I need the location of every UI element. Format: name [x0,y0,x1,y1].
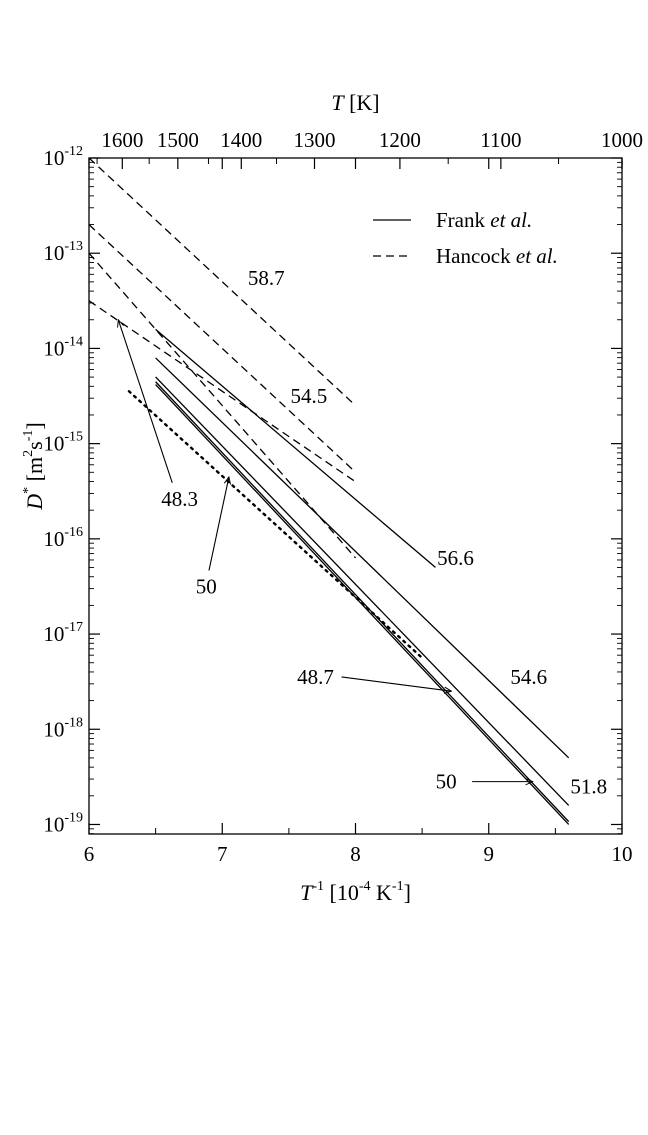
annotation-label-5: 51.8 [570,774,607,798]
legend-name: Frank [436,208,490,232]
x-tick-label: 7 [217,842,228,866]
x-axis-unit-sup: -1 [392,879,404,894]
annotation-label-2: 54.5 [290,384,327,408]
y-tick-label: 10-12 [43,144,83,170]
top-tick-label: 1500 [157,128,199,152]
y-tick-label: 10-18 [43,715,83,741]
top-tick-label: 1000 [601,128,643,152]
y-tick-base: 10 [43,241,64,265]
y-tick-exponent: -13 [64,239,83,254]
x-axis-unit-sup: -4 [359,879,371,894]
top-tick-label: 1400 [220,128,262,152]
legend-suffix: et al. [516,244,558,268]
x-axis-sup: -1 [312,879,324,894]
series-line-2-dashed [88,224,356,473]
annotation-label-7: 50 [196,574,217,598]
series-line-5-solid [155,328,436,568]
axis-labels: T [K]T-1 [10-4 K-1]D* [m2s-1] [21,90,411,905]
top-tick-label: 1300 [294,128,336,152]
y-tick-base: 10 [43,527,64,551]
y-tick-label: 10-16 [43,525,83,551]
y-tick-exponent: -19 [64,810,83,825]
annotation-arrow-7 [208,477,229,571]
x-tick-label: 8 [350,842,361,866]
series-line-7-solid [155,376,570,806]
series-line-6-solid [155,357,570,759]
legend-label: Frank et al. [436,208,532,232]
y-axis-unit-close: ] [22,422,47,429]
series-line-1-dashed [88,157,356,407]
legend-label: Hancock et al. [436,244,558,268]
series-layer [88,157,570,825]
y-tick-base: 10 [43,432,64,456]
annotation-label-8: 48.7 [297,665,334,689]
top-tick-label: 1200 [379,128,421,152]
series-line-3-dashed [88,252,356,559]
y-tick-label: 10-17 [43,620,83,646]
legend-name: Hancock [436,244,516,268]
x-tick-label: 6 [84,842,95,866]
annotation-label-6: 48.3 [161,487,198,511]
annotation-label-9: 50 [436,770,457,794]
series-line-8-solid [155,381,570,823]
y-tick-base: 10 [43,717,64,741]
annotation-label-3: 56.6 [437,546,474,570]
x-axis-label: T-1 [10-4 K-1] [300,879,411,905]
annotation-layer: 58.7 54.5 56.6 54.6 51.8 48.3 50 48.7 50 [118,266,607,798]
top-axis-label: T [K] [331,90,379,115]
x-tick-label: 10 [612,842,633,866]
y-tick-label: 10-13 [43,239,83,265]
y-tick-label: 10-19 [43,810,83,836]
y-tick-exponent: -18 [64,715,83,730]
annotation-arrow-6 [118,320,173,484]
top-tick-label: 1600 [101,128,143,152]
annotation-arrow-8 [341,676,452,691]
y-tick-label: 10-14 [43,334,83,360]
y-tick-base: 10 [43,622,64,646]
x-axis-unit-mid: K [371,880,393,905]
y-axis-symbol: D [22,494,47,511]
y-tick-exponent: -12 [64,144,83,159]
y-axis-label: D* [m2s-1] [21,422,47,510]
y-tick-exponent: -17 [64,620,83,635]
x-axis-unit-close: ] [404,880,411,905]
x-axis-symbol: T [300,880,314,905]
legend: Frank et al.Hancock et al. [373,208,558,268]
top-tick-label: 1100 [480,128,521,152]
top-axis-symbol: T [331,90,345,115]
x-axis-unit: [10 [324,880,359,905]
y-tick-base: 10 [43,146,64,170]
annotation-label-1: 58.7 [248,266,285,290]
annotation-label-4: 54.6 [510,665,547,689]
y-tick-base: 10 [43,336,64,360]
y-tick-label: 10-15 [43,430,83,456]
y-axis-unit: [m [22,457,47,487]
top-axis-unit: [K] [344,90,380,115]
y-tick-base: 10 [43,812,64,836]
series-line-4-dashed [88,300,356,483]
y-tick-exponent: -16 [64,525,83,540]
y-tick-exponent: -15 [64,430,83,445]
y-axis-unit-mid: s [22,441,47,450]
x-tick-label: 9 [484,842,495,866]
y-axis-unit-sup: -1 [21,430,36,442]
series-line-10-dotted [127,390,424,660]
legend-suffix: et al. [490,208,532,232]
y-tick-exponent: -14 [64,334,83,349]
y-axis-sup: * [21,487,36,494]
y-axis-unit-sup: 2 [21,450,36,457]
